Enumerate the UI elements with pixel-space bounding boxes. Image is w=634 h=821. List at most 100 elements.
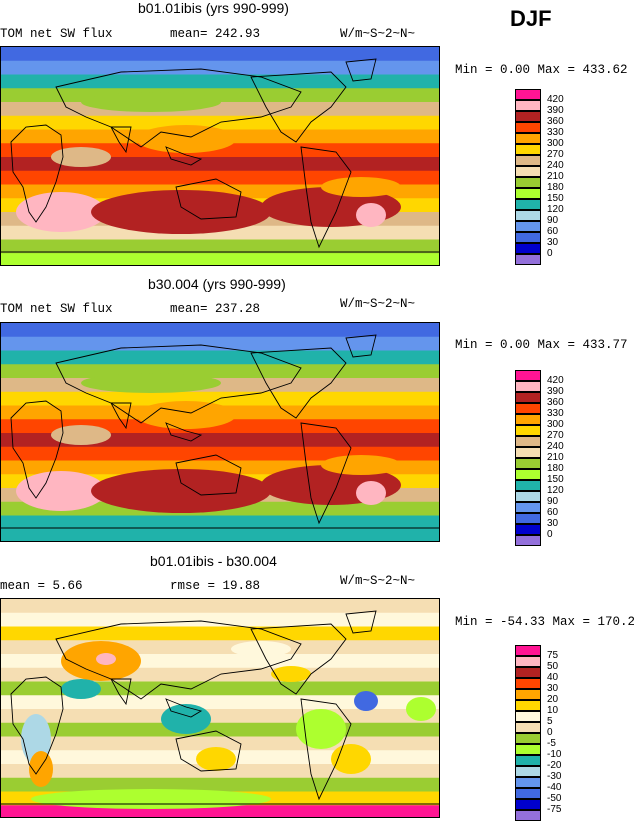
lat-band (1, 364, 439, 379)
colorbar-level-label: -30 (547, 771, 562, 782)
panel-2-map-svg (1, 323, 439, 541)
coastline (165, 698, 203, 718)
colorbar-swatch (515, 177, 541, 188)
colorbar-level-label: 240 (547, 441, 564, 452)
colorbar-swatch (515, 678, 541, 689)
colorbar-level-label: 30 (547, 237, 559, 248)
colorbar-swatch (515, 513, 541, 524)
coastline (345, 334, 377, 358)
colorbar-level-label: -50 (547, 793, 562, 804)
colorbar-level-label: 75 (547, 650, 559, 661)
lat-band (1, 378, 439, 393)
lat-band (1, 225, 439, 241)
lat-band (1, 446, 439, 462)
colorbar-swatch (515, 491, 541, 502)
colorbar-level-label: 360 (547, 116, 564, 127)
panel-3-mean-label: mean = 5.66 (0, 579, 83, 593)
colorbar-swatch (515, 777, 541, 788)
panel-3-title: b01.01ibis - b30.004 (150, 553, 277, 569)
colorbar-level-label: 90 (547, 215, 559, 226)
contour-region (51, 425, 111, 445)
coastline (300, 146, 352, 249)
panel-1-mean-label: mean= 242.93 (170, 27, 261, 41)
colorbar-swatch (515, 144, 541, 155)
colorbar-level-label: 180 (547, 182, 564, 193)
colorbar-level-label: 30 (547, 683, 559, 694)
colorbar-level-label: 300 (547, 419, 564, 430)
colorbar-level-label: 20 (547, 694, 559, 705)
colorbar-level-label: -10 (547, 749, 562, 760)
coastline (10, 400, 64, 499)
lat-band (1, 157, 439, 172)
contour-region (91, 190, 271, 234)
panel-3-map (0, 598, 440, 818)
colorbar-swatch (515, 166, 541, 177)
panel-1-units-label: W/m~S~2~N~ (340, 27, 416, 41)
contour-region (331, 744, 371, 774)
colorbar-swatch (515, 188, 541, 199)
colorbar-level-label: 240 (547, 160, 564, 171)
lat-band (1, 143, 439, 158)
lat-band (1, 777, 439, 793)
colorbar-swatch (515, 447, 541, 458)
lat-band (1, 419, 439, 434)
colorbar-level-label: 270 (547, 149, 564, 160)
lat-band (1, 391, 439, 407)
colorbar-swatch (515, 425, 541, 436)
colorbar-level-label: 120 (547, 204, 564, 215)
colorbar-swatch (515, 810, 541, 821)
panel-1-map-svg (1, 47, 439, 265)
lat-band (1, 60, 439, 76)
colorbar-swatch (515, 722, 541, 733)
colorbar-level-label: 120 (547, 485, 564, 496)
contour-region (91, 469, 271, 513)
colorbar-level-label: 360 (547, 397, 564, 408)
lat-band (1, 805, 439, 817)
colorbar-swatch (515, 122, 541, 133)
colorbar-swatch (515, 656, 541, 667)
coastline (250, 347, 347, 419)
lat-band (1, 681, 439, 696)
coastline (300, 698, 352, 801)
panel-2-map (0, 322, 440, 542)
colorbar-level-label: 180 (547, 463, 564, 474)
colorbar-level-label: 60 (547, 226, 559, 237)
colorbar-level-label: -40 (547, 782, 562, 793)
colorbar-level-label: 10 (547, 705, 559, 716)
colorbar-level-label: 0 (547, 248, 553, 259)
panel-1-range-label: Min = 0.00 Max = 433.62 (455, 63, 628, 77)
colorbar-swatch (515, 100, 541, 111)
panel-2-units-label: W/m~S~2~N~ (340, 297, 416, 311)
colorbar-swatch (515, 766, 541, 777)
lat-band (1, 47, 439, 62)
colorbar-swatch (515, 645, 541, 656)
lat-band (1, 350, 439, 365)
colorbar-swatch (515, 403, 541, 414)
contour-region (196, 747, 236, 771)
colorbar-level-label: 150 (547, 474, 564, 485)
contour-region (321, 177, 401, 197)
season-label: DJF (510, 6, 552, 31)
contour-region (406, 697, 436, 721)
colorbar-swatch (515, 111, 541, 122)
coastline (250, 71, 347, 143)
panel-3-units-label: W/m~S~2~N~ (340, 574, 416, 588)
lat-band (1, 764, 439, 779)
coastline (175, 454, 242, 496)
contour-region (81, 92, 221, 112)
coastline (300, 422, 352, 525)
colorbar-level-label: 60 (547, 507, 559, 518)
colorbar-swatch (515, 799, 541, 810)
colorbar-swatch (515, 133, 541, 144)
colorbar-swatch (515, 502, 541, 513)
colorbar-swatch (515, 700, 541, 711)
colorbar-swatch (515, 744, 541, 755)
colorbar-swatch (515, 392, 541, 403)
lat-band (1, 626, 439, 641)
coastline (165, 146, 203, 166)
colorbar-swatch (515, 458, 541, 469)
colorbar-swatch (515, 788, 541, 799)
colorbar-swatch (515, 733, 541, 744)
contour-region (296, 709, 346, 749)
coastline (110, 402, 132, 430)
